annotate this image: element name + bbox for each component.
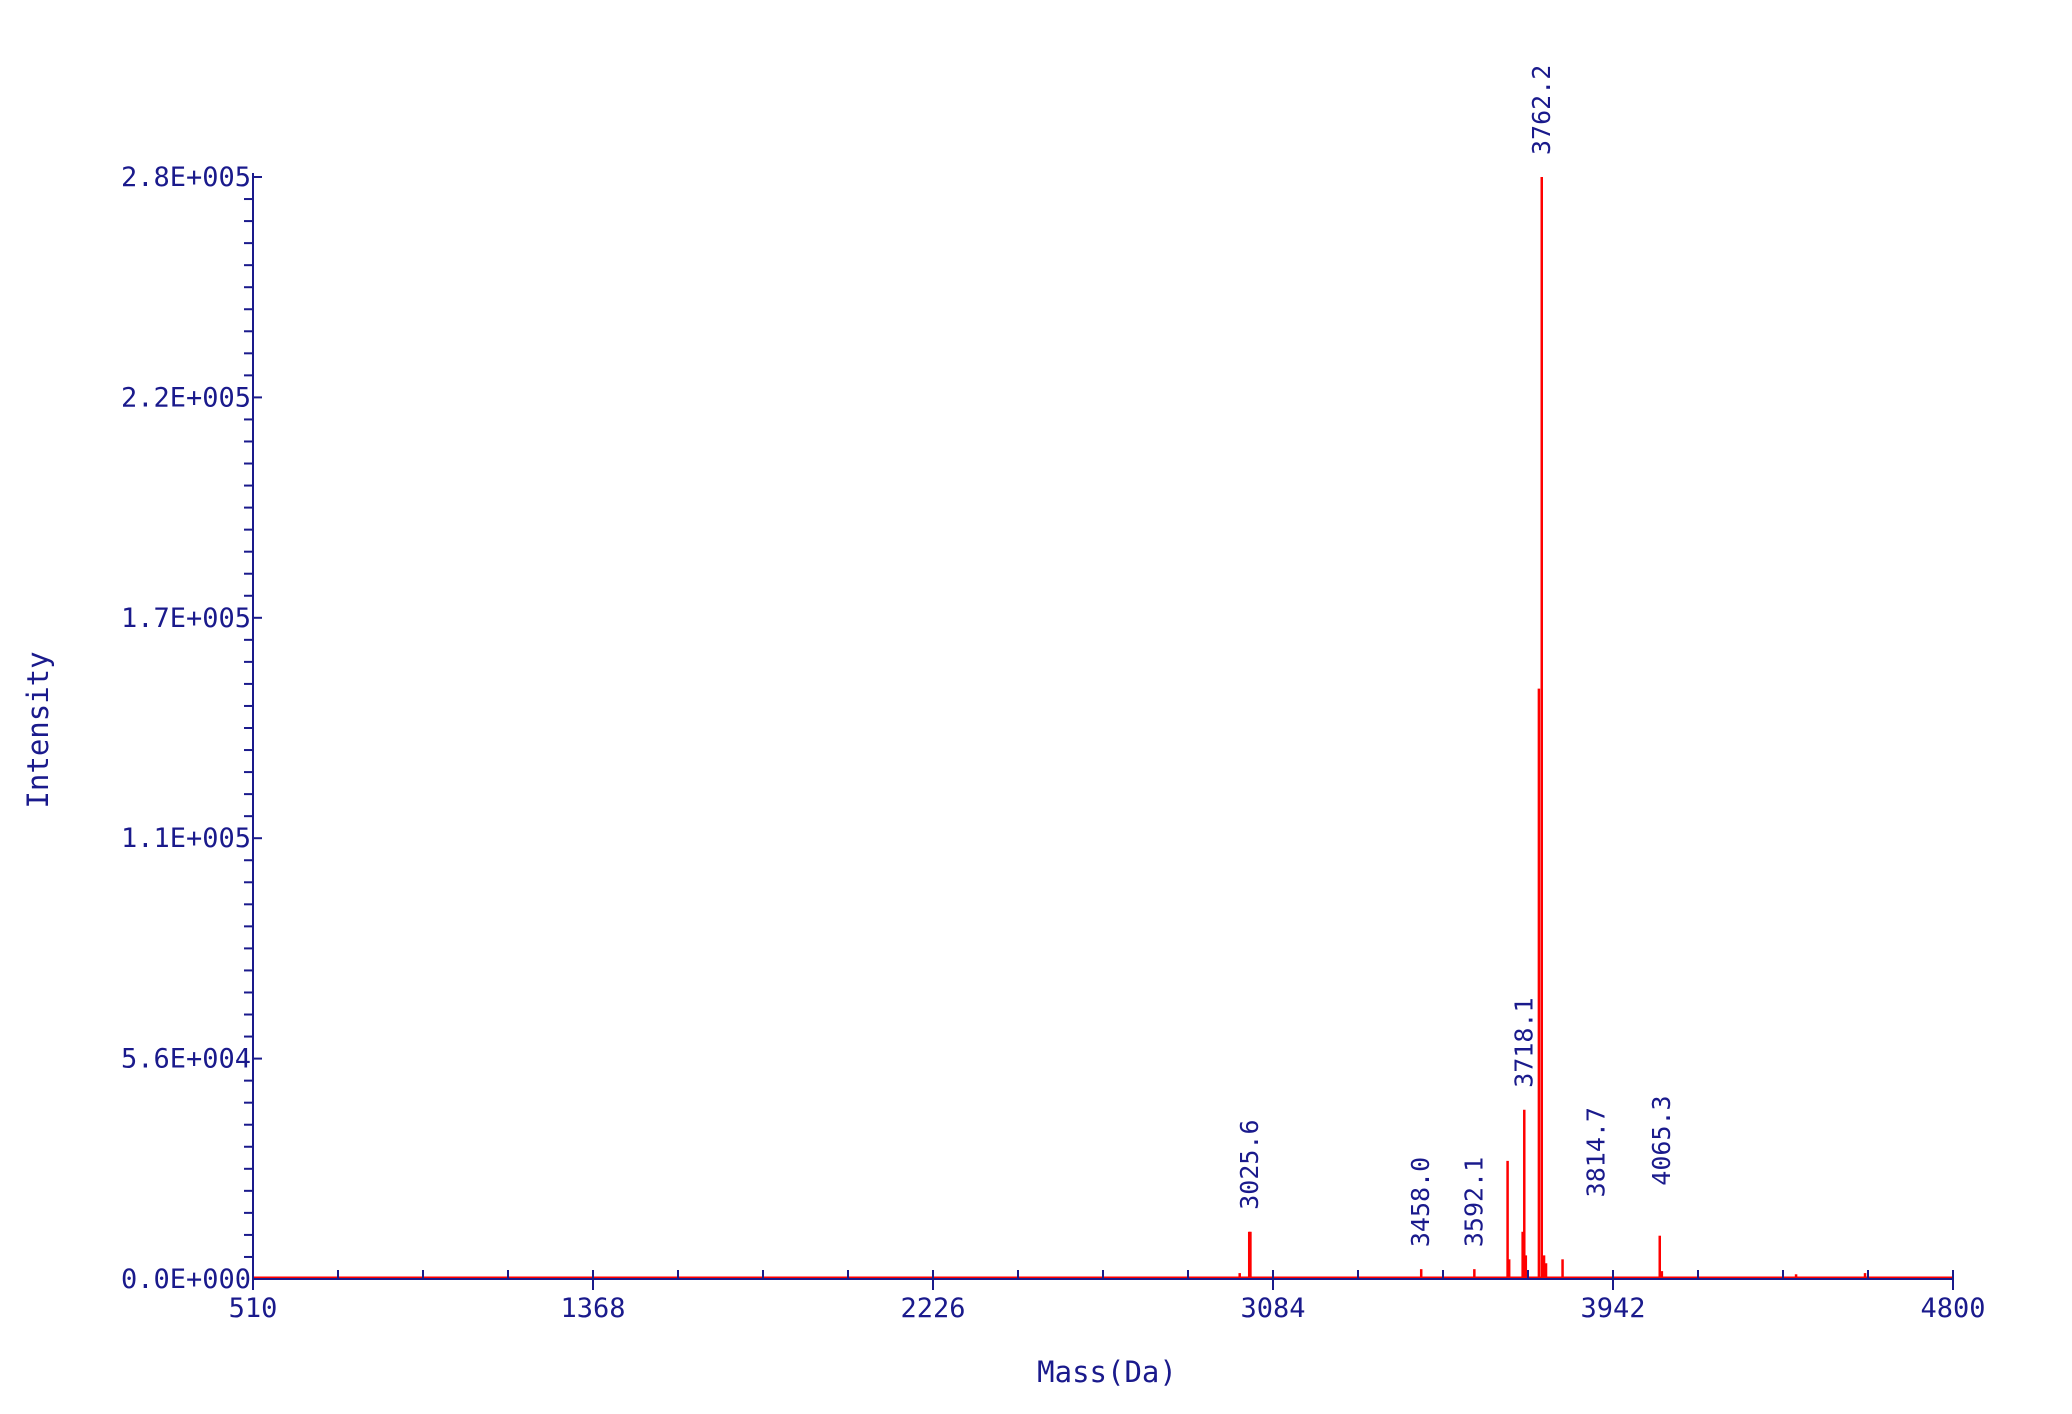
x-tick-label: 3942 — [1580, 1293, 1645, 1324]
x-tick-label: 2226 — [900, 1293, 965, 1324]
y-tick-label: 0.0E+000 — [121, 1264, 251, 1295]
peak-label: 4065.3 — [1647, 1095, 1676, 1185]
peak-label: 3458.0 — [1406, 1157, 1435, 1247]
y-axis-title: Intensity — [21, 651, 55, 808]
x-tick-label: 510 — [229, 1293, 278, 1324]
x-axis-title: Mass(Da) — [1037, 1355, 1177, 1389]
peak-labels: 3025.6 3458.0 3592.1 3718.1 3762.2 3814.7 4065… — [1235, 65, 1676, 1247]
spectrum-series — [253, 177, 1953, 1280]
peak-label: 3718.1 — [1509, 997, 1538, 1087]
x-tick-label: 3084 — [1240, 1293, 1305, 1324]
y-tick-label: 5.6E+004 — [121, 1044, 251, 1075]
y-tick-label: 2.2E+005 — [121, 382, 251, 413]
y-tick-label: 1.1E+005 — [121, 823, 251, 854]
peak-label: 3592.1 — [1459, 1157, 1488, 1247]
x-tick-label: 1368 — [560, 1293, 625, 1324]
axes: 0.0E+000 5.6E+004 1.1E+005 1.7E+005 2.2E+005… — [121, 162, 1986, 1324]
x-tick-label: 4800 — [1920, 1293, 1985, 1324]
y-tick-label: 2.8E+005 — [121, 162, 251, 193]
y-tick-label: 1.7E+005 — [121, 603, 251, 634]
peak-label: 3814.7 — [1582, 1107, 1611, 1197]
peak-label: 3762.2 — [1527, 65, 1556, 155]
peak-label: 3025.6 — [1235, 1119, 1264, 1209]
